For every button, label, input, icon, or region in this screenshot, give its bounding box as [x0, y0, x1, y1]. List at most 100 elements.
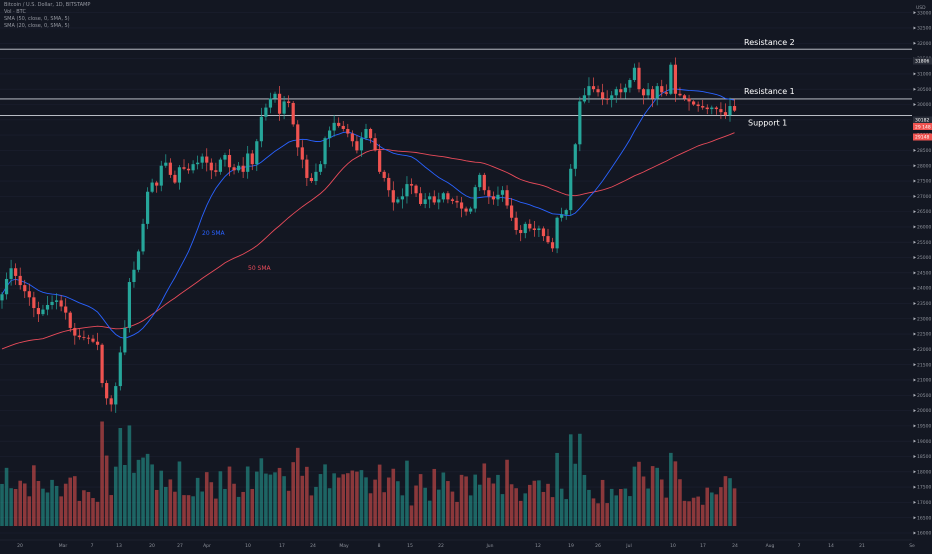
time-tick-label: 15	[407, 543, 413, 549]
candle-body	[0, 294, 4, 301]
candle-body	[491, 196, 495, 200]
volume-bar	[568, 434, 573, 526]
candle-body	[614, 89, 618, 96]
volume-bar	[377, 464, 382, 526]
price-tick-label: 16000	[917, 531, 931, 537]
volume-bar	[518, 500, 523, 526]
currency-label: USD	[916, 5, 926, 11]
volume-bar	[318, 474, 323, 526]
volume-bar	[127, 425, 132, 526]
volume-bar	[464, 476, 468, 526]
time-tick-label: Aug	[766, 543, 775, 549]
candle-body	[55, 300, 59, 302]
candle-body	[660, 86, 664, 93]
candle-body	[519, 229, 523, 234]
volume-bar	[623, 488, 628, 526]
candle-body	[77, 335, 81, 338]
time-tick-label: 10	[245, 543, 251, 549]
volume-bar	[591, 498, 596, 526]
candle-body	[214, 170, 218, 172]
volume-bar	[95, 501, 100, 526]
volume-bar	[614, 495, 619, 526]
time-tick-label: 20	[17, 543, 23, 549]
candle-body	[387, 177, 391, 191]
volume-bar	[696, 496, 700, 526]
volume-bar	[282, 476, 286, 526]
candle-body	[259, 116, 263, 142]
volume-bar	[22, 483, 27, 526]
volume-bar	[496, 474, 500, 526]
volume-bar	[91, 498, 95, 526]
price-tick-marker	[913, 363, 916, 367]
candle-body	[264, 107, 268, 117]
volume-bar	[232, 483, 236, 526]
candle-body	[632, 67, 637, 81]
time-tick-label: 13	[116, 543, 122, 549]
price-tick-label: 32000	[917, 41, 931, 47]
time-tick-label: 17	[700, 543, 706, 549]
candle-body	[232, 167, 236, 171]
price-tick-label: 20500	[917, 393, 931, 399]
price-tick-label: 27000	[917, 194, 931, 200]
candle-body	[732, 106, 737, 111]
volume-bar	[587, 489, 591, 526]
sma20-label: 20 SMA	[202, 230, 226, 237]
volume-bar	[141, 457, 145, 526]
volume-bar	[245, 466, 250, 526]
sma50-path	[1, 132, 735, 350]
volume-bar	[45, 492, 50, 526]
candle-body	[550, 242, 555, 249]
candle-body	[318, 164, 323, 172]
candle-body	[41, 309, 45, 315]
candle-body	[227, 155, 232, 168]
volume-bar	[259, 458, 264, 526]
volume-bar	[423, 487, 427, 526]
time-tick-label: 7	[91, 543, 94, 549]
candle-body	[596, 89, 600, 93]
candle-body	[692, 101, 696, 105]
candle-body	[455, 200, 459, 203]
volume-bar	[682, 500, 687, 526]
candle-body	[500, 190, 505, 195]
sma50-label: 50 SMA	[248, 265, 272, 272]
volume-bar	[427, 500, 432, 526]
volume-bar	[168, 479, 173, 526]
price-tick-marker	[913, 393, 916, 397]
candle-body	[205, 156, 209, 163]
candle-body	[482, 174, 486, 191]
price-tick-label: 26500	[917, 209, 931, 215]
candle-body	[141, 223, 145, 252]
volume-bar	[355, 471, 359, 526]
time-tick-label: 14	[828, 543, 834, 549]
candle-body	[405, 184, 409, 197]
volume-bar	[309, 495, 314, 526]
volume-bar	[132, 472, 136, 526]
volume-bar	[732, 488, 737, 526]
candle-body	[714, 107, 718, 110]
time-axis[interactable]: 20 Mar 7 13 20 27 Apr 10 17 24 May 8 15 22 Jun 12 19 26 Ju…	[0, 539, 915, 549]
price-tick-label: 32500	[917, 26, 931, 32]
volume-bar	[109, 495, 113, 526]
candle-body	[710, 107, 714, 110]
volume-bar	[305, 466, 309, 526]
volume-bar	[364, 477, 368, 526]
volume-bar	[523, 493, 528, 526]
volume-bar	[255, 471, 259, 526]
candle-body	[682, 95, 687, 99]
candle-body	[136, 251, 141, 270]
volume-bar	[295, 447, 300, 526]
volume-bar	[13, 489, 18, 526]
price-tag-box	[913, 133, 932, 141]
candle-body	[537, 228, 541, 230]
sma20-path	[1, 88, 735, 339]
price-axis[interactable]: USD3300032500320003150031000305003000029…	[912, 0, 932, 550]
candle-body	[532, 228, 536, 230]
candle-body	[687, 98, 691, 102]
candle-body	[651, 89, 655, 99]
volume-bar	[63, 483, 68, 526]
volume-bar	[509, 484, 514, 526]
volume-bar	[418, 474, 423, 526]
candle-body	[177, 167, 182, 183]
